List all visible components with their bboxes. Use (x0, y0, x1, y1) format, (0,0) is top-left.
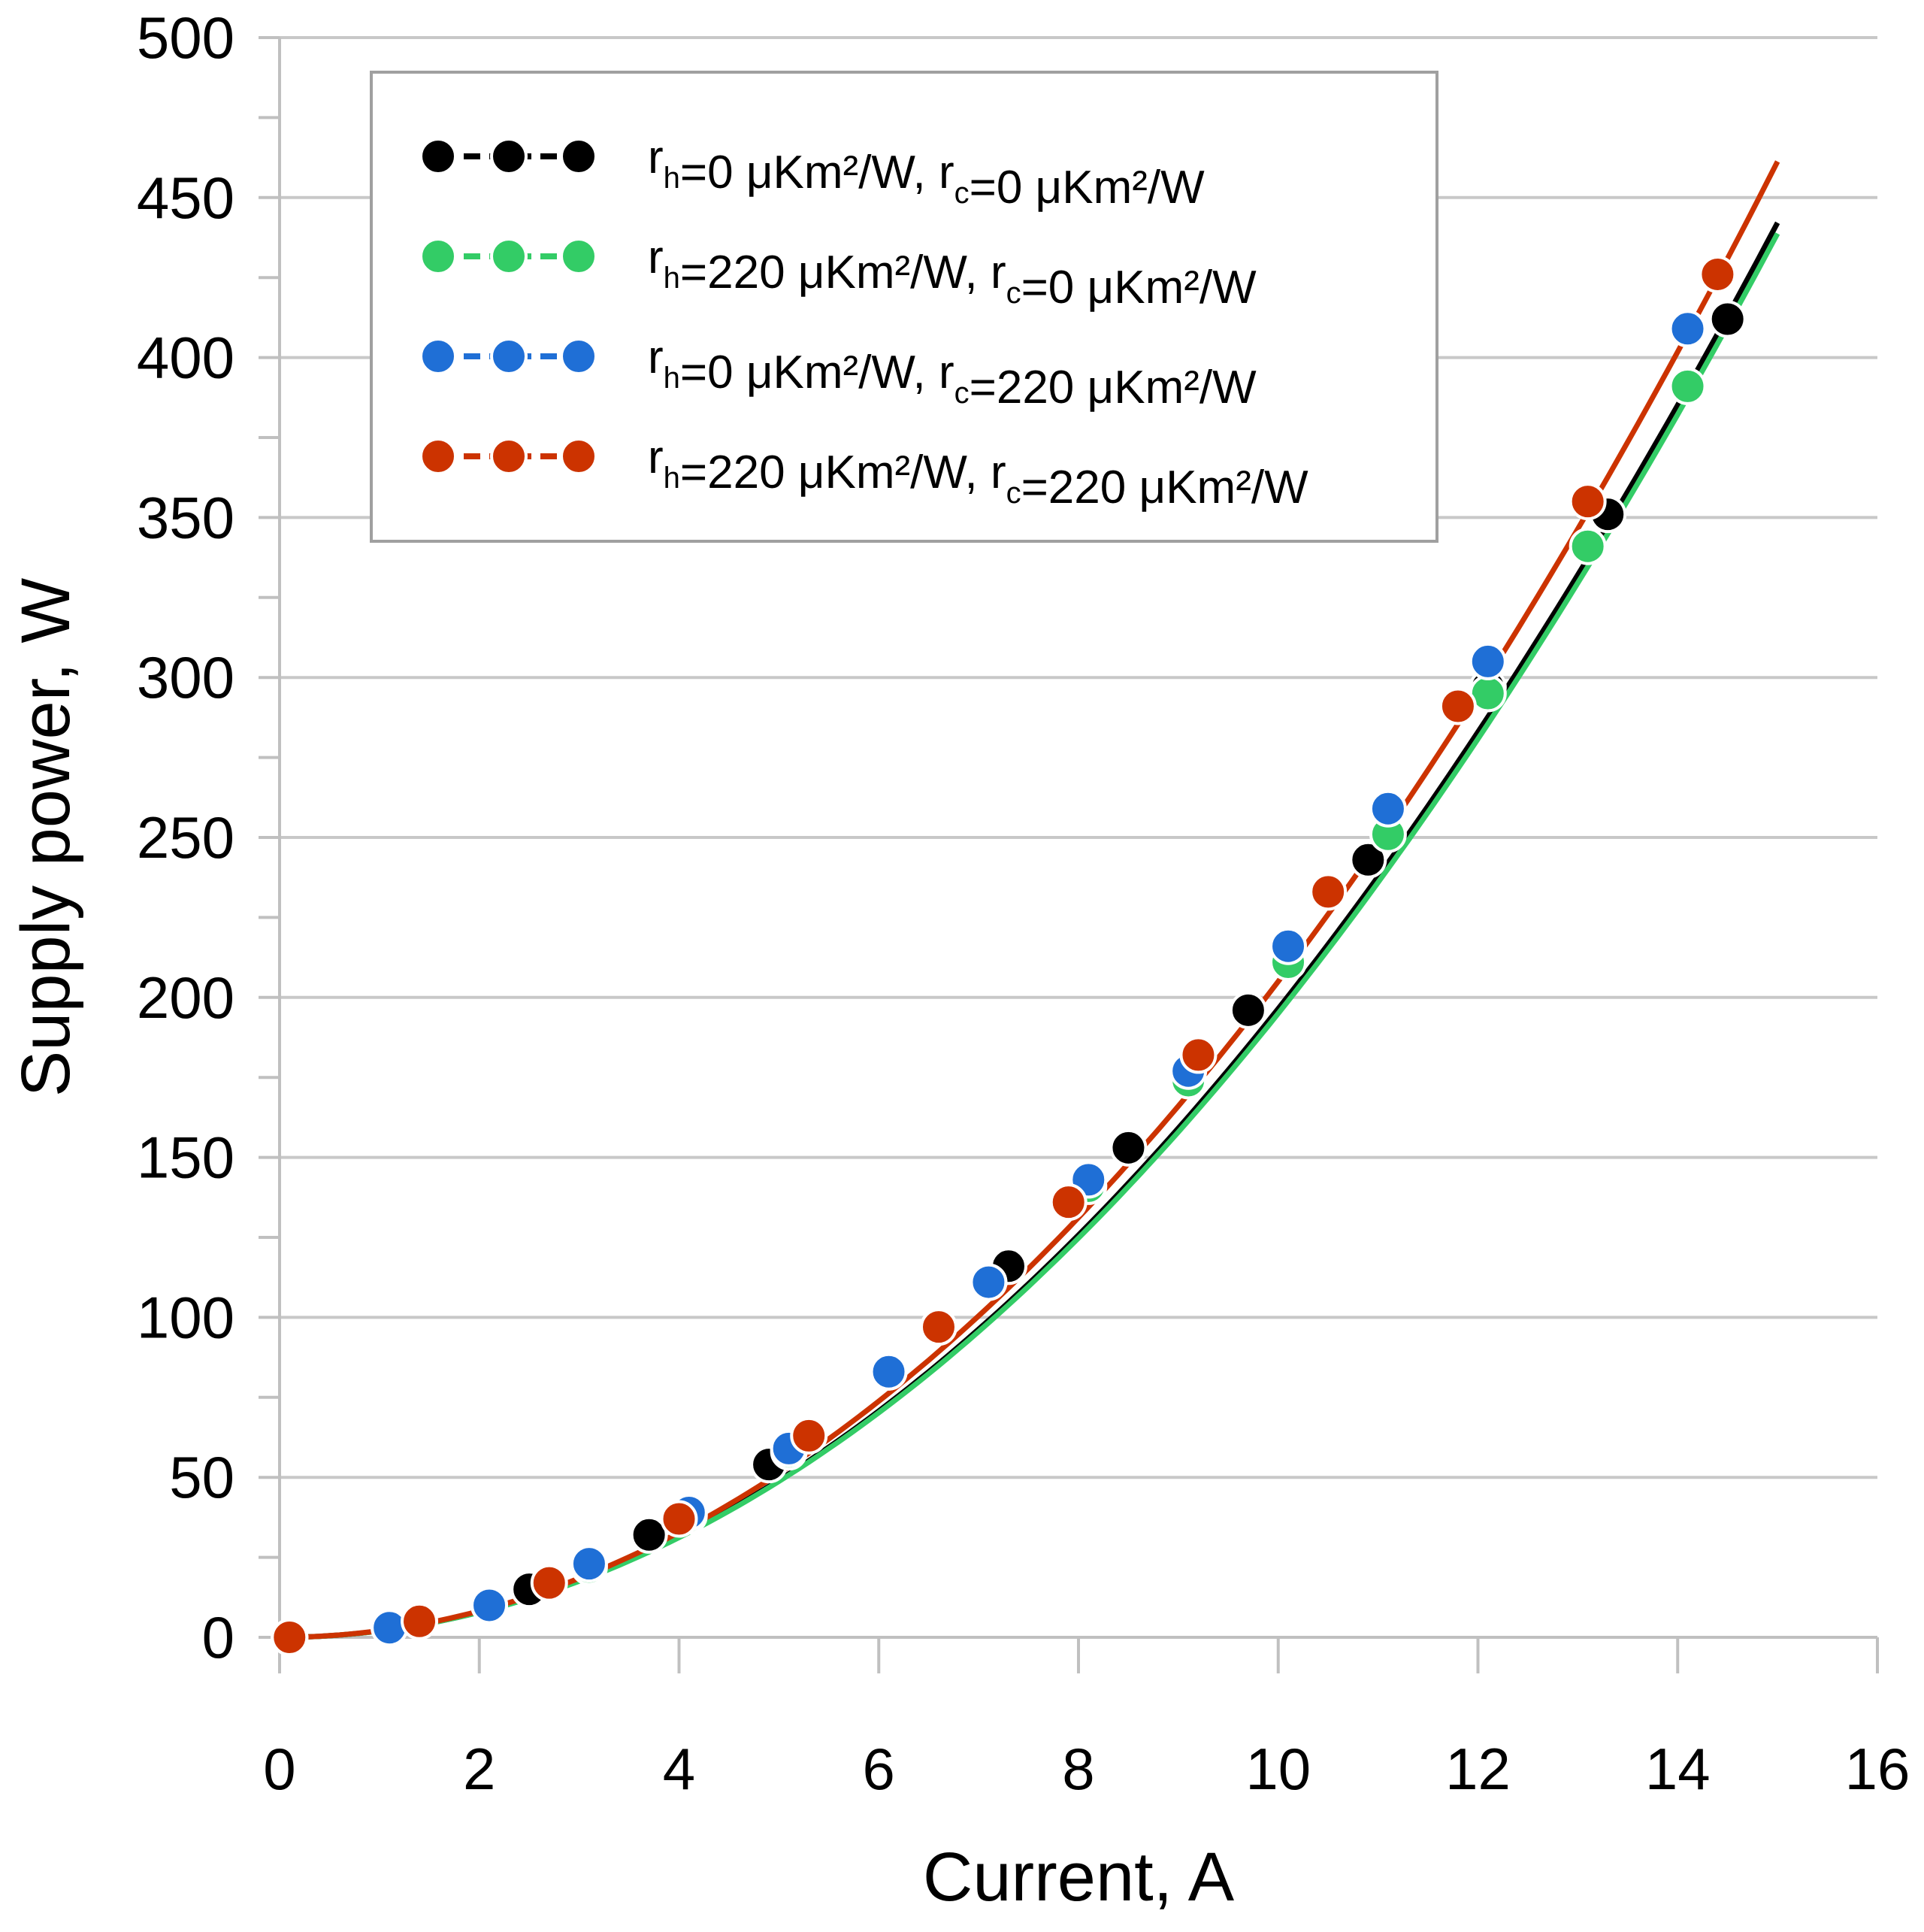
legend-label-series-3: rh=0 μKm²/W, rc=220 μKm²/W (648, 332, 1257, 413)
y-tick-label-450: 450 (137, 165, 234, 231)
legend-text-part: r (991, 247, 1006, 298)
x-tick-label-4: 4 (663, 1736, 695, 1802)
y-tick-label-150: 150 (137, 1125, 234, 1191)
legend-subscript: h (664, 462, 680, 495)
data-point-series-1 (1349, 840, 1387, 879)
axes (259, 36, 1879, 1673)
data-point-series-3 (1668, 310, 1707, 348)
x-axis-title: Current, A (923, 1839, 1235, 1915)
legend: rh=0 μKm²/W, rc=0 μKm²/Wrh=220 μKm²/W, r… (370, 71, 1438, 543)
data-point-series-4 (1569, 483, 1607, 521)
y-tick-label-200: 200 (137, 964, 234, 1031)
legend-marker-series-3 (419, 338, 457, 375)
data-point-series-1 (1708, 300, 1747, 338)
legend-text-part: =220 μKm²/W, (680, 247, 991, 298)
legend-text-part: =0 μKm²/W (1021, 262, 1257, 313)
legend-marker-series-1 (490, 138, 528, 175)
y-tick-label-50: 50 (169, 1444, 234, 1510)
legend-text-part: =0 μKm²/W, (680, 347, 939, 398)
legend-text-part: =220 μKm²/W (970, 362, 1257, 413)
data-point-series-1 (1229, 991, 1267, 1029)
x-tick-label-0: 0 (263, 1736, 295, 1802)
legend-subscript: c (1006, 277, 1021, 310)
legend-text-part: =0 μKm²/W, (680, 147, 939, 198)
data-points (271, 255, 1747, 1656)
legend-marker-series-4 (419, 438, 457, 475)
data-point-series-4 (1179, 1036, 1218, 1074)
y-axis-title: Supply power, W (8, 578, 84, 1097)
legend-text-part: =220 μKm²/W (1021, 462, 1308, 513)
data-point-series-4 (1699, 255, 1737, 293)
legend-box (370, 71, 1438, 543)
data-point-series-4 (271, 1619, 309, 1656)
data-point-series-3 (1369, 789, 1407, 828)
y-tick-label-100: 100 (137, 1284, 234, 1350)
data-point-series-3 (1469, 642, 1507, 680)
data-point-series-4 (660, 1500, 698, 1538)
legend-marker-series-3 (490, 338, 528, 375)
x-tick-label-14: 14 (1645, 1736, 1711, 1802)
legend-text-part: =220 μKm²/W, (680, 447, 991, 498)
legend-subscript: c (954, 177, 970, 210)
legend-subscript: h (664, 162, 680, 195)
legend-marker-series-1 (419, 138, 457, 175)
legend-text-part: r (991, 447, 1006, 498)
data-point-series-1 (1109, 1128, 1148, 1167)
x-tick-label-6: 6 (863, 1736, 895, 1802)
legend-text-part: r (939, 147, 954, 198)
data-point-series-4 (1049, 1183, 1088, 1222)
data-point-series-4 (1309, 873, 1348, 911)
data-point-series-2 (1668, 367, 1707, 405)
data-point-series-3 (870, 1352, 908, 1391)
y-tick-label-500: 500 (137, 5, 234, 71)
legend-marker-series-4 (490, 438, 528, 475)
x-tick-label-2: 2 (463, 1736, 495, 1802)
y-tick-labels: 0 50 100 150 200 250 300 350 400 450 500 (137, 5, 234, 1670)
data-point-series-2 (1569, 527, 1607, 565)
y-tick-label-350: 350 (137, 484, 234, 550)
data-point-series-3 (1269, 927, 1308, 965)
legend-marker-series-1 (560, 138, 597, 175)
legend-text-part: r (648, 332, 664, 383)
x-tick-label-8: 8 (1062, 1736, 1094, 1802)
legend-label-series-4: rh=220 μKm²/W, rc=220 μKm²/W (648, 432, 1308, 513)
legend-text-part: r (648, 432, 664, 483)
data-point-series-4 (530, 1564, 568, 1602)
data-point-series-3 (970, 1263, 1008, 1301)
legend-text-part: r (648, 232, 664, 283)
legend-subscript: c (954, 377, 970, 410)
data-point-series-4 (401, 1602, 439, 1640)
legend-subscript: h (664, 262, 680, 295)
y-tick-label-0: 0 (202, 1604, 234, 1670)
data-point-series-3 (470, 1586, 509, 1625)
legend-label-series-2: rh=220 μKm²/W, rc=0 μKm²/W (648, 232, 1257, 313)
y-tick-label-300: 300 (137, 644, 234, 710)
data-point-series-4 (1438, 687, 1477, 725)
y-tick-label-400: 400 (137, 325, 234, 391)
x-tick-label-12: 12 (1445, 1736, 1511, 1802)
y-tick-label-250: 250 (137, 804, 234, 871)
legend-label-series-1: rh=0 μKm²/W, rc=0 μKm²/W (648, 132, 1205, 213)
x-tick-label-16: 16 (1845, 1736, 1910, 1802)
x-tick-label-10: 10 (1245, 1736, 1311, 1802)
legend-subscript: h (664, 362, 680, 395)
legend-text-part: r (648, 132, 664, 183)
legend-marker-series-2 (560, 238, 597, 275)
x-tick-labels: 0 2 4 6 8 10 12 14 16 (263, 1736, 1910, 1802)
legend-subscript: c (1006, 477, 1021, 510)
data-point-series-3 (570, 1545, 608, 1583)
legend-marker-series-3 (560, 338, 597, 375)
legend-text-part: r (939, 347, 954, 398)
data-point-series-1 (630, 1516, 668, 1554)
legend-marker-series-4 (560, 438, 597, 475)
legend-text-part: =0 μKm²/W (970, 162, 1206, 213)
data-point-series-4 (790, 1416, 828, 1455)
data-point-series-4 (919, 1308, 957, 1346)
legend-marker-series-2 (490, 238, 528, 275)
legend-marker-series-2 (419, 238, 457, 275)
